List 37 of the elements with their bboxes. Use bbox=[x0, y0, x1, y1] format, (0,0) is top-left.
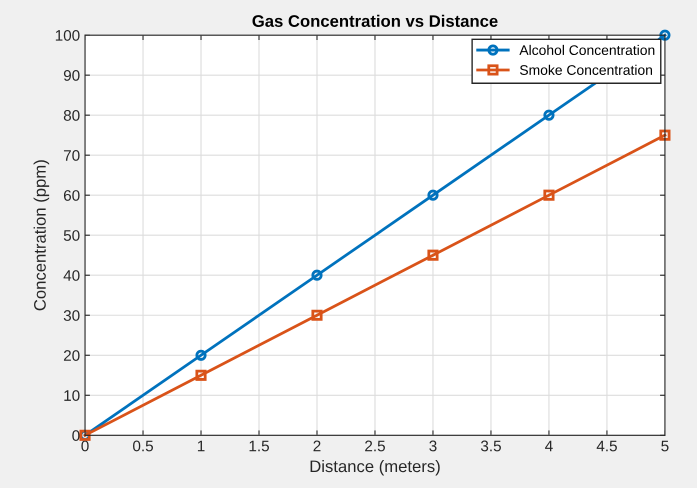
x-tick-label: 5 bbox=[661, 440, 669, 452]
point bbox=[543, 190, 555, 201]
x-axis-title: Distance (meters) bbox=[310, 460, 440, 476]
x-tick-label: 4 bbox=[545, 440, 553, 452]
x-tick-label: 1.5 bbox=[250, 440, 269, 452]
x-tick-label: 4.5 bbox=[596, 440, 617, 452]
point bbox=[427, 250, 439, 261]
point bbox=[659, 130, 670, 141]
x-tick-label: 1 bbox=[198, 440, 205, 452]
x-tick-label: 2 bbox=[314, 440, 320, 452]
y-tick-label: 40 bbox=[64, 270, 80, 281]
y-axis-title: Concentration (ppm) bbox=[34, 160, 50, 310]
y-tick-label: 30 bbox=[64, 310, 80, 321]
point bbox=[311, 310, 323, 321]
y-tick-label: 70 bbox=[64, 150, 80, 161]
y-tick-label: 20 bbox=[64, 350, 80, 361]
legend-label: Alcohol Concentration bbox=[519, 44, 654, 56]
y-tick-label: 50 bbox=[64, 230, 80, 241]
y-tick-label: 10 bbox=[64, 390, 80, 401]
x-tick-label: 2.5 bbox=[365, 440, 385, 452]
y-tick-label: 0 bbox=[72, 430, 80, 441]
legend-label: Smoke Concentration bbox=[520, 64, 652, 75]
y-tick-label: 90 bbox=[64, 70, 80, 81]
y-tick-label: 100 bbox=[56, 30, 80, 41]
point bbox=[427, 190, 439, 201]
x-tick-label: 0 bbox=[81, 440, 89, 452]
point bbox=[195, 370, 207, 381]
point bbox=[311, 270, 323, 281]
y-tick-label: 60 bbox=[64, 190, 80, 201]
point bbox=[195, 350, 207, 361]
point bbox=[659, 30, 670, 41]
point bbox=[543, 110, 555, 121]
y-tick-label: 80 bbox=[64, 110, 80, 121]
x-tick-label: 3.5 bbox=[480, 440, 501, 452]
x-tick-label: 3 bbox=[429, 440, 437, 452]
x-tick-label: 0.5 bbox=[133, 440, 154, 452]
chart-title: Gas Concentration vs Distance bbox=[252, 14, 498, 27]
